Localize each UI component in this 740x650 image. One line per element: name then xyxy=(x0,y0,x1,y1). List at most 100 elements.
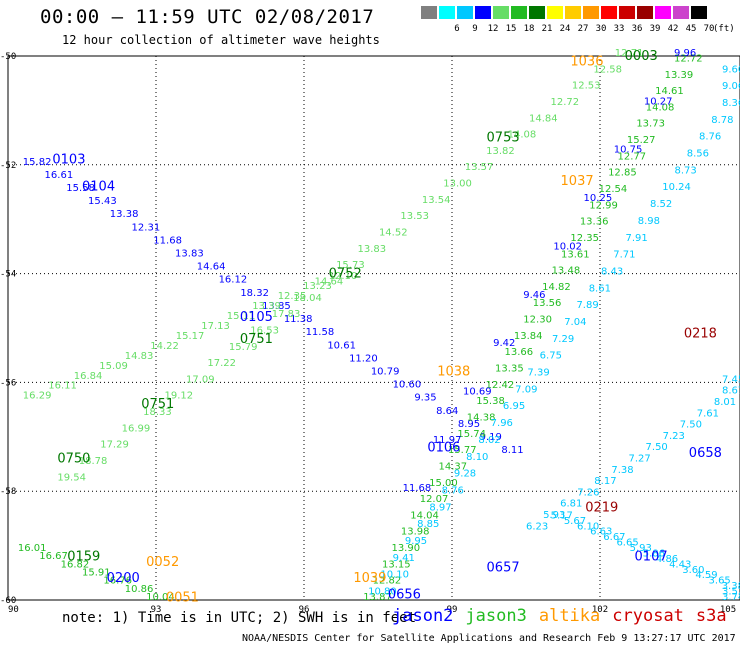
color-swatch-45 xyxy=(673,6,689,19)
color-swatch-label: 18 xyxy=(523,24,535,34)
wave-height-value: 13.87 xyxy=(363,592,392,603)
wave-height-value: 7.26 xyxy=(577,487,599,498)
wave-height-value: 17.83 xyxy=(272,309,301,320)
page-subtitle: 12 hour collection of altimeter wave hei… xyxy=(62,33,380,47)
color-swatch-18 xyxy=(511,6,527,19)
wave-height-value: 14.82 xyxy=(542,282,571,293)
wave-height-value: 7.09 xyxy=(515,384,537,395)
wave-height-value: 8.01 xyxy=(714,397,736,408)
wave-height-value: 10.02 xyxy=(553,241,582,252)
color-swatch-12 xyxy=(475,6,491,19)
color-swatch-6 xyxy=(439,6,455,19)
wave-height-value: 15.43 xyxy=(88,196,117,207)
wave-height-value: 8.73 xyxy=(674,165,696,176)
wave-height-value: 4.59 xyxy=(695,570,717,581)
wave-height-value: 5.86 xyxy=(643,548,665,559)
wave-height-value: 15.09 xyxy=(99,361,128,372)
satellite-tracks: 15.82 16.61 15.58 15.43 13.38 12.31 11.68 13.83… xyxy=(18,48,740,603)
wave-height-value: 9.96 xyxy=(674,48,696,59)
wave-height-value: 7.96 xyxy=(491,418,513,429)
y-tick-label: -58 xyxy=(0,487,16,497)
wave-height-value: 13.39 xyxy=(252,301,281,312)
wave-height-value: 12.30 xyxy=(523,315,552,326)
wave-height-value: 18.32 xyxy=(240,288,269,299)
wave-height-value: 4.86 xyxy=(656,554,678,565)
color-swatch-36 xyxy=(619,6,635,19)
pass-time-label: 0751 xyxy=(141,397,174,412)
wave-height-value: 16.76 xyxy=(103,576,132,587)
wave-height-value: 16.61 xyxy=(45,170,74,181)
wave-height-value: 9.60 xyxy=(722,64,740,75)
wave-height-value: 9.28 xyxy=(454,469,476,480)
x-tick-label: 93 xyxy=(151,605,162,615)
wave-height-value: 9.95 xyxy=(405,536,427,547)
wave-height-value: 7.50 xyxy=(680,420,702,431)
wave-height-value: 7.27 xyxy=(628,453,650,464)
wave-height-value: 10.80 xyxy=(368,587,397,598)
wave-height-value: 13.83 xyxy=(175,249,204,260)
color-swatch-27 xyxy=(565,6,581,19)
wave-height-value: 6.23 xyxy=(526,521,548,532)
wave-height-value: 17.22 xyxy=(207,358,236,369)
map-frame xyxy=(7,55,740,601)
pass-time-label: 0105 xyxy=(240,310,273,325)
wave-height-value: 8.95 xyxy=(458,419,480,430)
wave-height-value: 11.68 xyxy=(403,483,432,494)
wave-height-value: 13.83 xyxy=(358,244,387,255)
wave-height-value: 10.69 xyxy=(463,386,492,397)
wave-height-value: 13.73 xyxy=(636,119,665,130)
wave-height-value: 11.20 xyxy=(349,353,378,364)
color-swatch-label: 12 xyxy=(487,24,499,34)
wave-height-value: 7.91 xyxy=(625,233,647,244)
wave-height-value: 8.02 xyxy=(478,435,500,446)
wave-height-value: 16.12 xyxy=(219,275,248,286)
x-tick-label: 102 xyxy=(592,605,608,615)
map-tick-labels: 90 93 96 99 102 105 -50 -52 -54 -56 -58 -60 xyxy=(0,52,736,615)
wave-height-value: 13.48 xyxy=(552,266,581,277)
wave-height-value: 19.12 xyxy=(165,391,194,402)
y-tick-label: -50 xyxy=(0,52,16,62)
wave-height-value: 15.38 xyxy=(476,396,505,407)
color-swatch-label: 70 xyxy=(703,24,715,34)
wave-height-value: 15.17 xyxy=(176,331,205,342)
y-tick-label: -60 xyxy=(0,596,16,606)
wave-height-value: 7.71 xyxy=(613,250,635,261)
wave-height-value: 17.09 xyxy=(186,374,215,385)
wave-height-value: 9.35 xyxy=(414,393,436,404)
pass-time-label: 0751 xyxy=(240,332,273,347)
wave-height-value: 7.45 xyxy=(722,374,740,385)
pass-time-label: 0200 xyxy=(107,571,140,586)
wave-height-value: 12.54 xyxy=(599,184,628,195)
wave-height-value: 3.60 xyxy=(682,565,704,576)
wave-height-value: 12.72 xyxy=(550,97,579,108)
wave-height-value: 16.11 xyxy=(48,381,77,392)
wave-height-value: 14.64 xyxy=(197,262,226,273)
x-tick-label: 99 xyxy=(447,605,458,615)
wave-height-value: 11.58 xyxy=(306,327,335,338)
pass-time-label: 0107 xyxy=(635,549,668,564)
wave-height-value: 6.81 xyxy=(560,499,582,510)
wave-height-value: 12.53 xyxy=(572,81,601,92)
wave-height-value: 8.97 xyxy=(429,502,451,513)
wave-height-value: 9.41 xyxy=(393,553,415,564)
wave-height-value: 9.06 xyxy=(722,81,740,92)
wave-height-value: 13.82 xyxy=(486,146,515,157)
wave-height-value: 3.52 xyxy=(722,587,740,598)
pass-time-label: 0750 xyxy=(57,452,90,467)
wave-height-value: 6.75 xyxy=(540,351,562,362)
wave-height-value: 10.25 xyxy=(584,193,613,204)
pass-time-labels: 0003 0051 0052 0103 0104 0105 0106 0107 0159 0200… xyxy=(52,49,721,605)
wave-height-value: 8.43 xyxy=(601,266,623,277)
wave-height-value: 8.64 xyxy=(436,406,458,417)
wave-height-value: 12.99 xyxy=(589,200,618,211)
wave-height-value: 10.04 xyxy=(146,592,175,603)
wave-height-value: 15.73 xyxy=(336,260,365,271)
color-swatch-label: 36 xyxy=(631,24,643,34)
wave-height-value: 13.61 xyxy=(561,249,590,260)
wave-height-value: 3.74 xyxy=(722,592,740,603)
satellite-legend-jason2: jason2 xyxy=(392,606,454,626)
pass-time-label: 0106 xyxy=(427,441,460,456)
wave-height-value: 16.29 xyxy=(23,391,52,402)
wave-height-value: 10.10 xyxy=(380,570,409,581)
wave-height-value: 9.19 xyxy=(480,432,502,443)
